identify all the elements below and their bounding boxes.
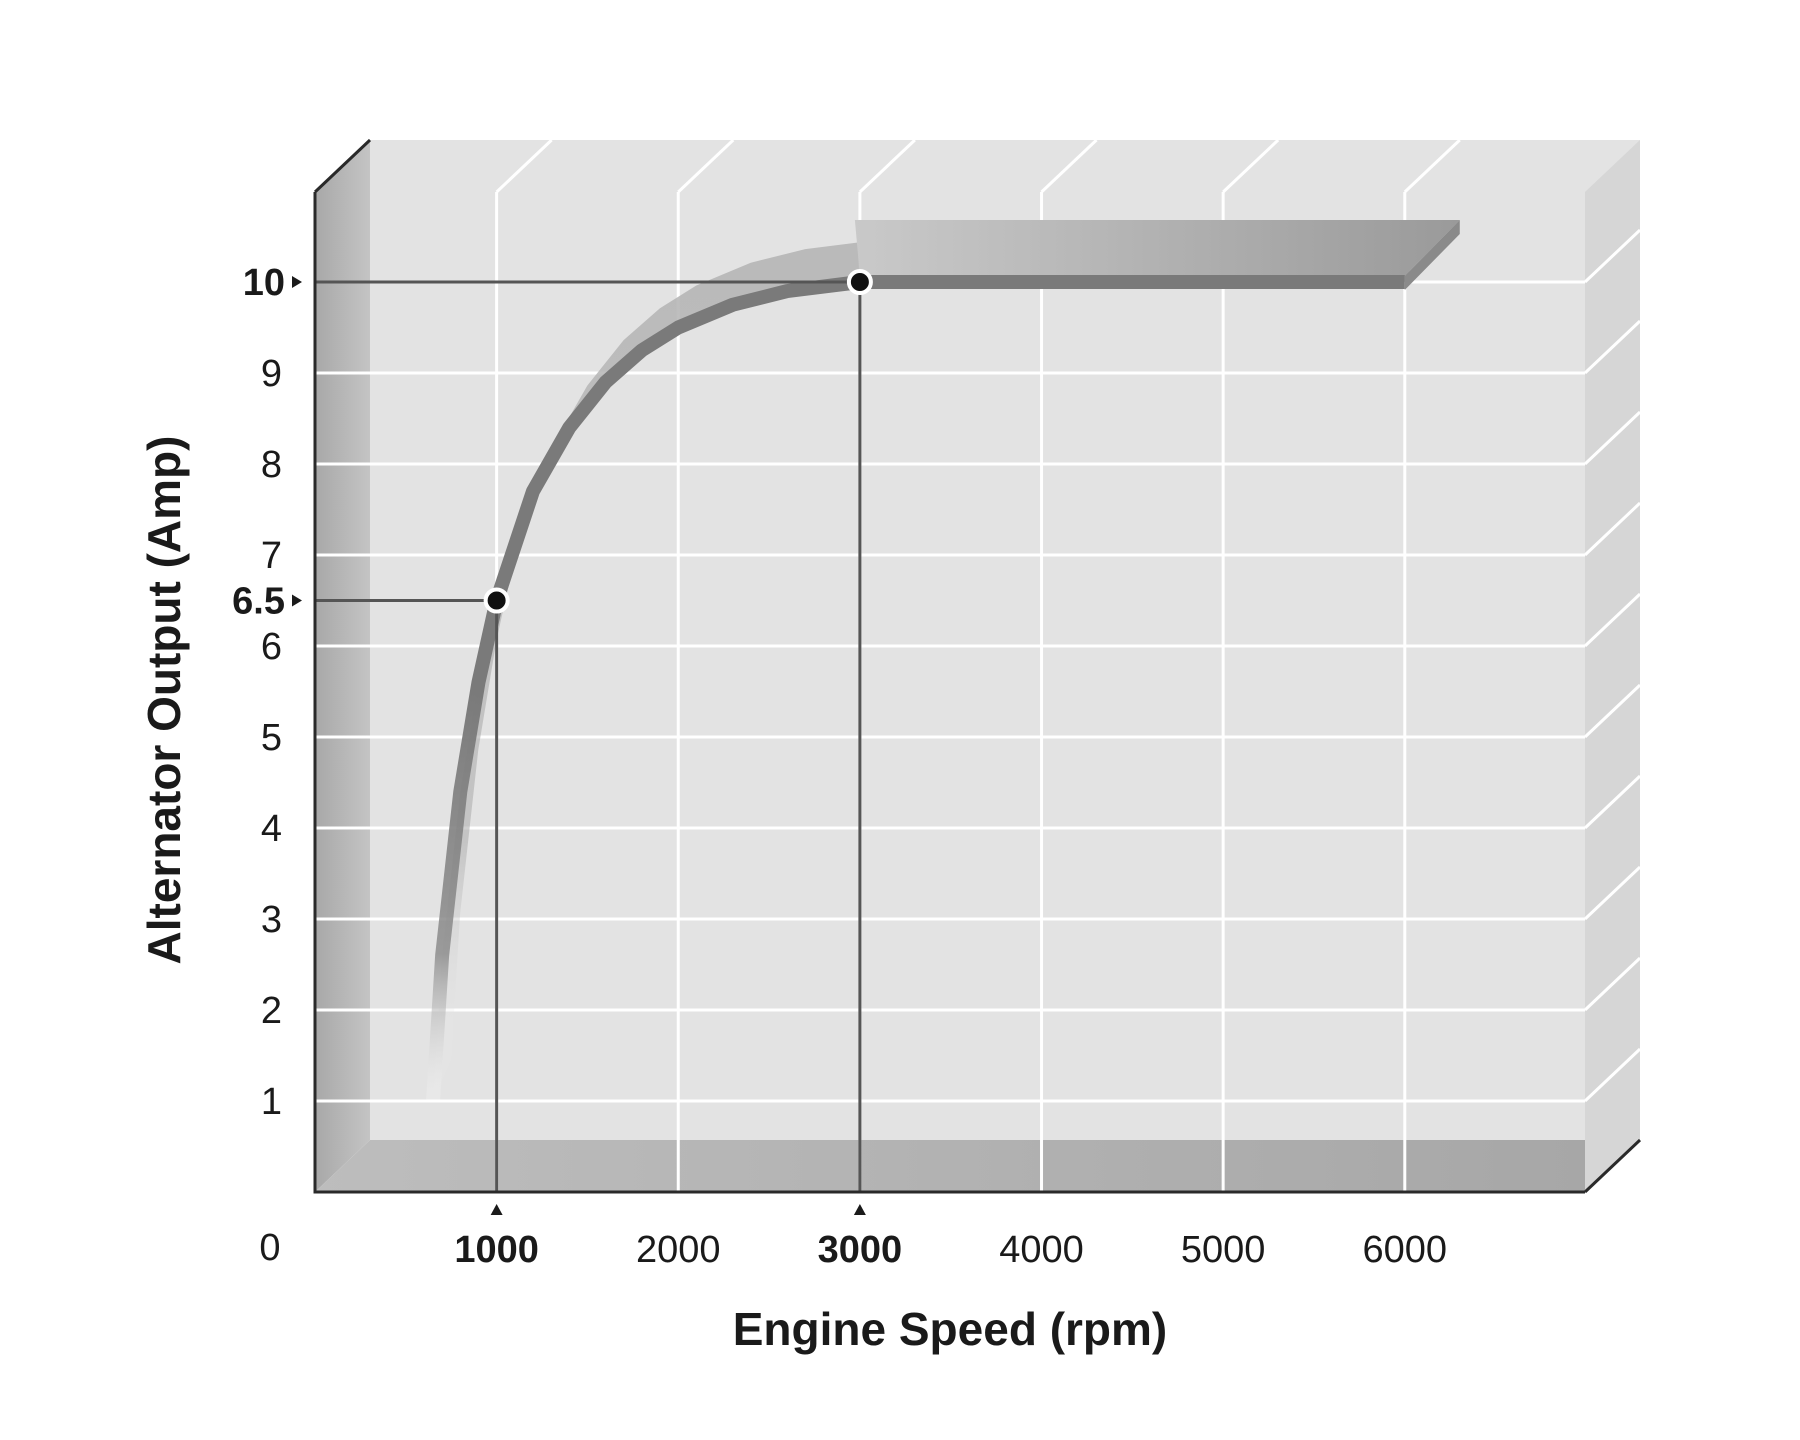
right-grid-line-2 — [1583, 956, 1642, 1012]
x-tick-4000: 4000 — [999, 1229, 1084, 1271]
x-tick-2000: 2000 — [636, 1229, 721, 1271]
y-tick-10: 10 — [243, 262, 285, 304]
floor — [315, 1140, 1640, 1192]
right-grid-line-8 — [1583, 410, 1642, 466]
top-left-edge — [313, 138, 372, 194]
back-wall — [370, 140, 1640, 1140]
y-tick-3: 3 — [261, 899, 282, 941]
top-grid-line-5000 — [1222, 138, 1280, 194]
chart-frame — [313, 192, 1585, 1194]
highlight-point-1 — [846, 269, 873, 295]
x-tick-arrow-1000 — [490, 1204, 503, 1215]
output-curve — [426, 220, 1460, 1102]
right-grid-line-9 — [1583, 319, 1642, 375]
right-wall — [1585, 140, 1640, 1192]
left-wall — [315, 140, 370, 1192]
y-tick-1: 1 — [261, 1081, 282, 1123]
highlight-markers — [483, 269, 873, 614]
x-axis-title: Engine Speed (rpm) — [733, 1303, 1167, 1355]
top-grid-line-3000 — [858, 138, 916, 194]
right-grid-line-7 — [1583, 501, 1642, 557]
y-tick-arrow-10 — [292, 276, 302, 288]
top-grid-line-4000 — [1040, 138, 1098, 194]
y-tick-6.5: 6.5 — [232, 581, 285, 623]
y-tick-4: 4 — [261, 808, 282, 850]
x-tick-1000: 1000 — [454, 1229, 539, 1271]
y-tick-6: 6 — [261, 626, 282, 668]
highlight-point-0 — [483, 587, 510, 614]
right-grid-line-5 — [1583, 683, 1642, 739]
guide-lines — [315, 280, 862, 1192]
y-tick-9: 9 — [261, 353, 282, 395]
x-tick-5000: 5000 — [1181, 1229, 1266, 1271]
top-grid-line-1000 — [495, 138, 553, 194]
x-tick-6000: 6000 — [1363, 1229, 1448, 1271]
y-tick-2: 2 — [261, 990, 282, 1032]
curve-line — [426, 275, 1405, 1102]
x-tick-arrow-3000 — [853, 1204, 866, 1215]
top-grid-line-2000 — [677, 138, 735, 194]
right-grid-line-6 — [1583, 592, 1642, 648]
bottom-right-edge — [1583, 1138, 1642, 1194]
y-tick-labels: 1 2 3 4 5 66.57 8 9 10 — [232, 262, 302, 1123]
y-tick-8: 8 — [261, 444, 282, 486]
top-grid-line-6000 — [1403, 138, 1461, 194]
top-face-grid — [495, 138, 1461, 194]
y-axis-title: Alternator Output (Amp) — [138, 436, 190, 965]
origin-label: 0 — [259, 1227, 280, 1269]
right-grid-line-4 — [1583, 774, 1642, 830]
right-wall-grid — [1583, 228, 1642, 1103]
right-grid-line-3 — [1583, 865, 1642, 921]
right-grid-line-10 — [1583, 228, 1642, 284]
y-tick-5: 5 — [261, 717, 282, 759]
right-grid-line-1 — [1583, 1047, 1642, 1103]
x-tick-labels: 1000 2000 3000 4000 5000 6000 — [454, 1204, 1447, 1271]
x-tick-3000: 3000 — [818, 1229, 903, 1271]
plateau-end-face — [1404, 220, 1460, 290]
plateau-top-face — [854, 220, 1460, 276]
y-tick-7: 7 — [261, 535, 282, 577]
y-tick-arrow-6.5 — [292, 594, 302, 607]
